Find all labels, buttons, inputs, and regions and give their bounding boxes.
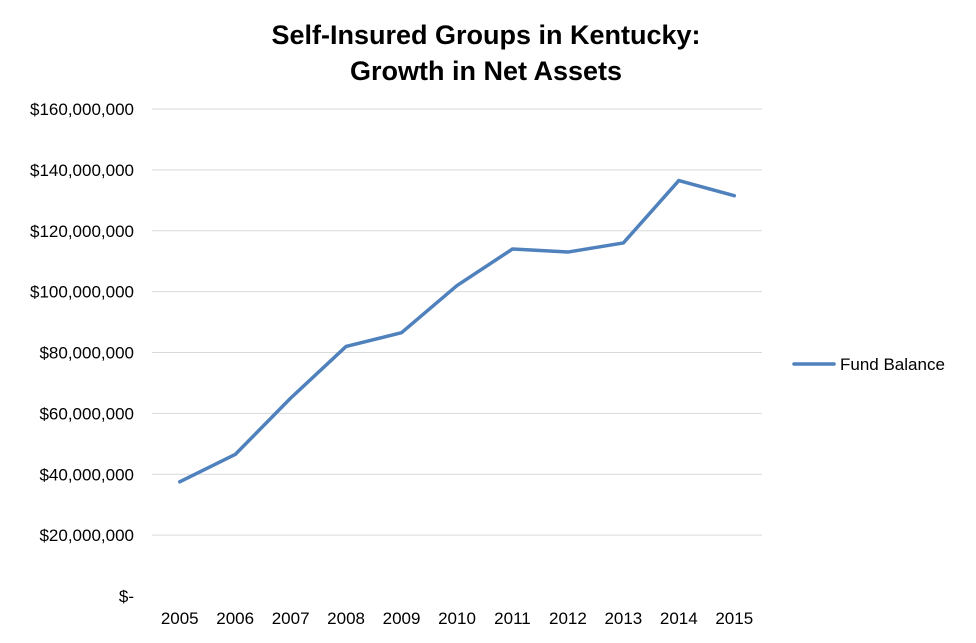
y-tick-label: $160,000,000: [30, 100, 134, 119]
legend-label: Fund Balance: [840, 355, 945, 374]
x-tick-label: 2009: [383, 609, 421, 628]
x-tick-label: 2006: [216, 609, 254, 628]
chart-title-line-1: Self-Insured Groups in Kentucky:: [271, 20, 700, 50]
x-tick-label: 2008: [327, 609, 365, 628]
x-tick-label: 2012: [549, 609, 587, 628]
x-tick-label: 2011: [494, 609, 531, 628]
x-tick-label: 2005: [161, 609, 199, 628]
y-tick-label: $-: [119, 587, 134, 606]
x-tick-label: 2010: [438, 609, 476, 628]
series-layer: [177, 178, 737, 484]
chart-title-line-2: Growth in Net Assets: [350, 56, 622, 86]
y-tick-label: $40,000,000: [39, 465, 134, 484]
x-tick-label: 2014: [660, 609, 698, 628]
legend: Fund Balance: [792, 355, 945, 374]
series-line-fund-balance: [177, 178, 737, 484]
x-tick-label: 2007: [272, 609, 310, 628]
y-axis-tick-labels: $- $20,000,000 $40,000,000 $60,000,000 $80,0…: [30, 100, 134, 606]
y-tick-label: $60,000,000: [39, 404, 134, 423]
y-tick-label: $20,000,000: [39, 526, 134, 545]
y-tick-label: $120,000,000: [30, 222, 134, 241]
gridlines: [152, 108, 762, 536]
y-tick-label: $140,000,000: [30, 161, 134, 180]
x-axis-tick-labels: 2005 2006 2007 2008 2009 2010 2011 2012 2013 2014…: [161, 609, 753, 628]
y-tick-label: $100,000,000: [30, 283, 134, 302]
y-tick-label: $80,000,000: [39, 344, 134, 363]
x-tick-label: 2015: [715, 609, 753, 628]
x-tick-label: 2013: [604, 609, 642, 628]
